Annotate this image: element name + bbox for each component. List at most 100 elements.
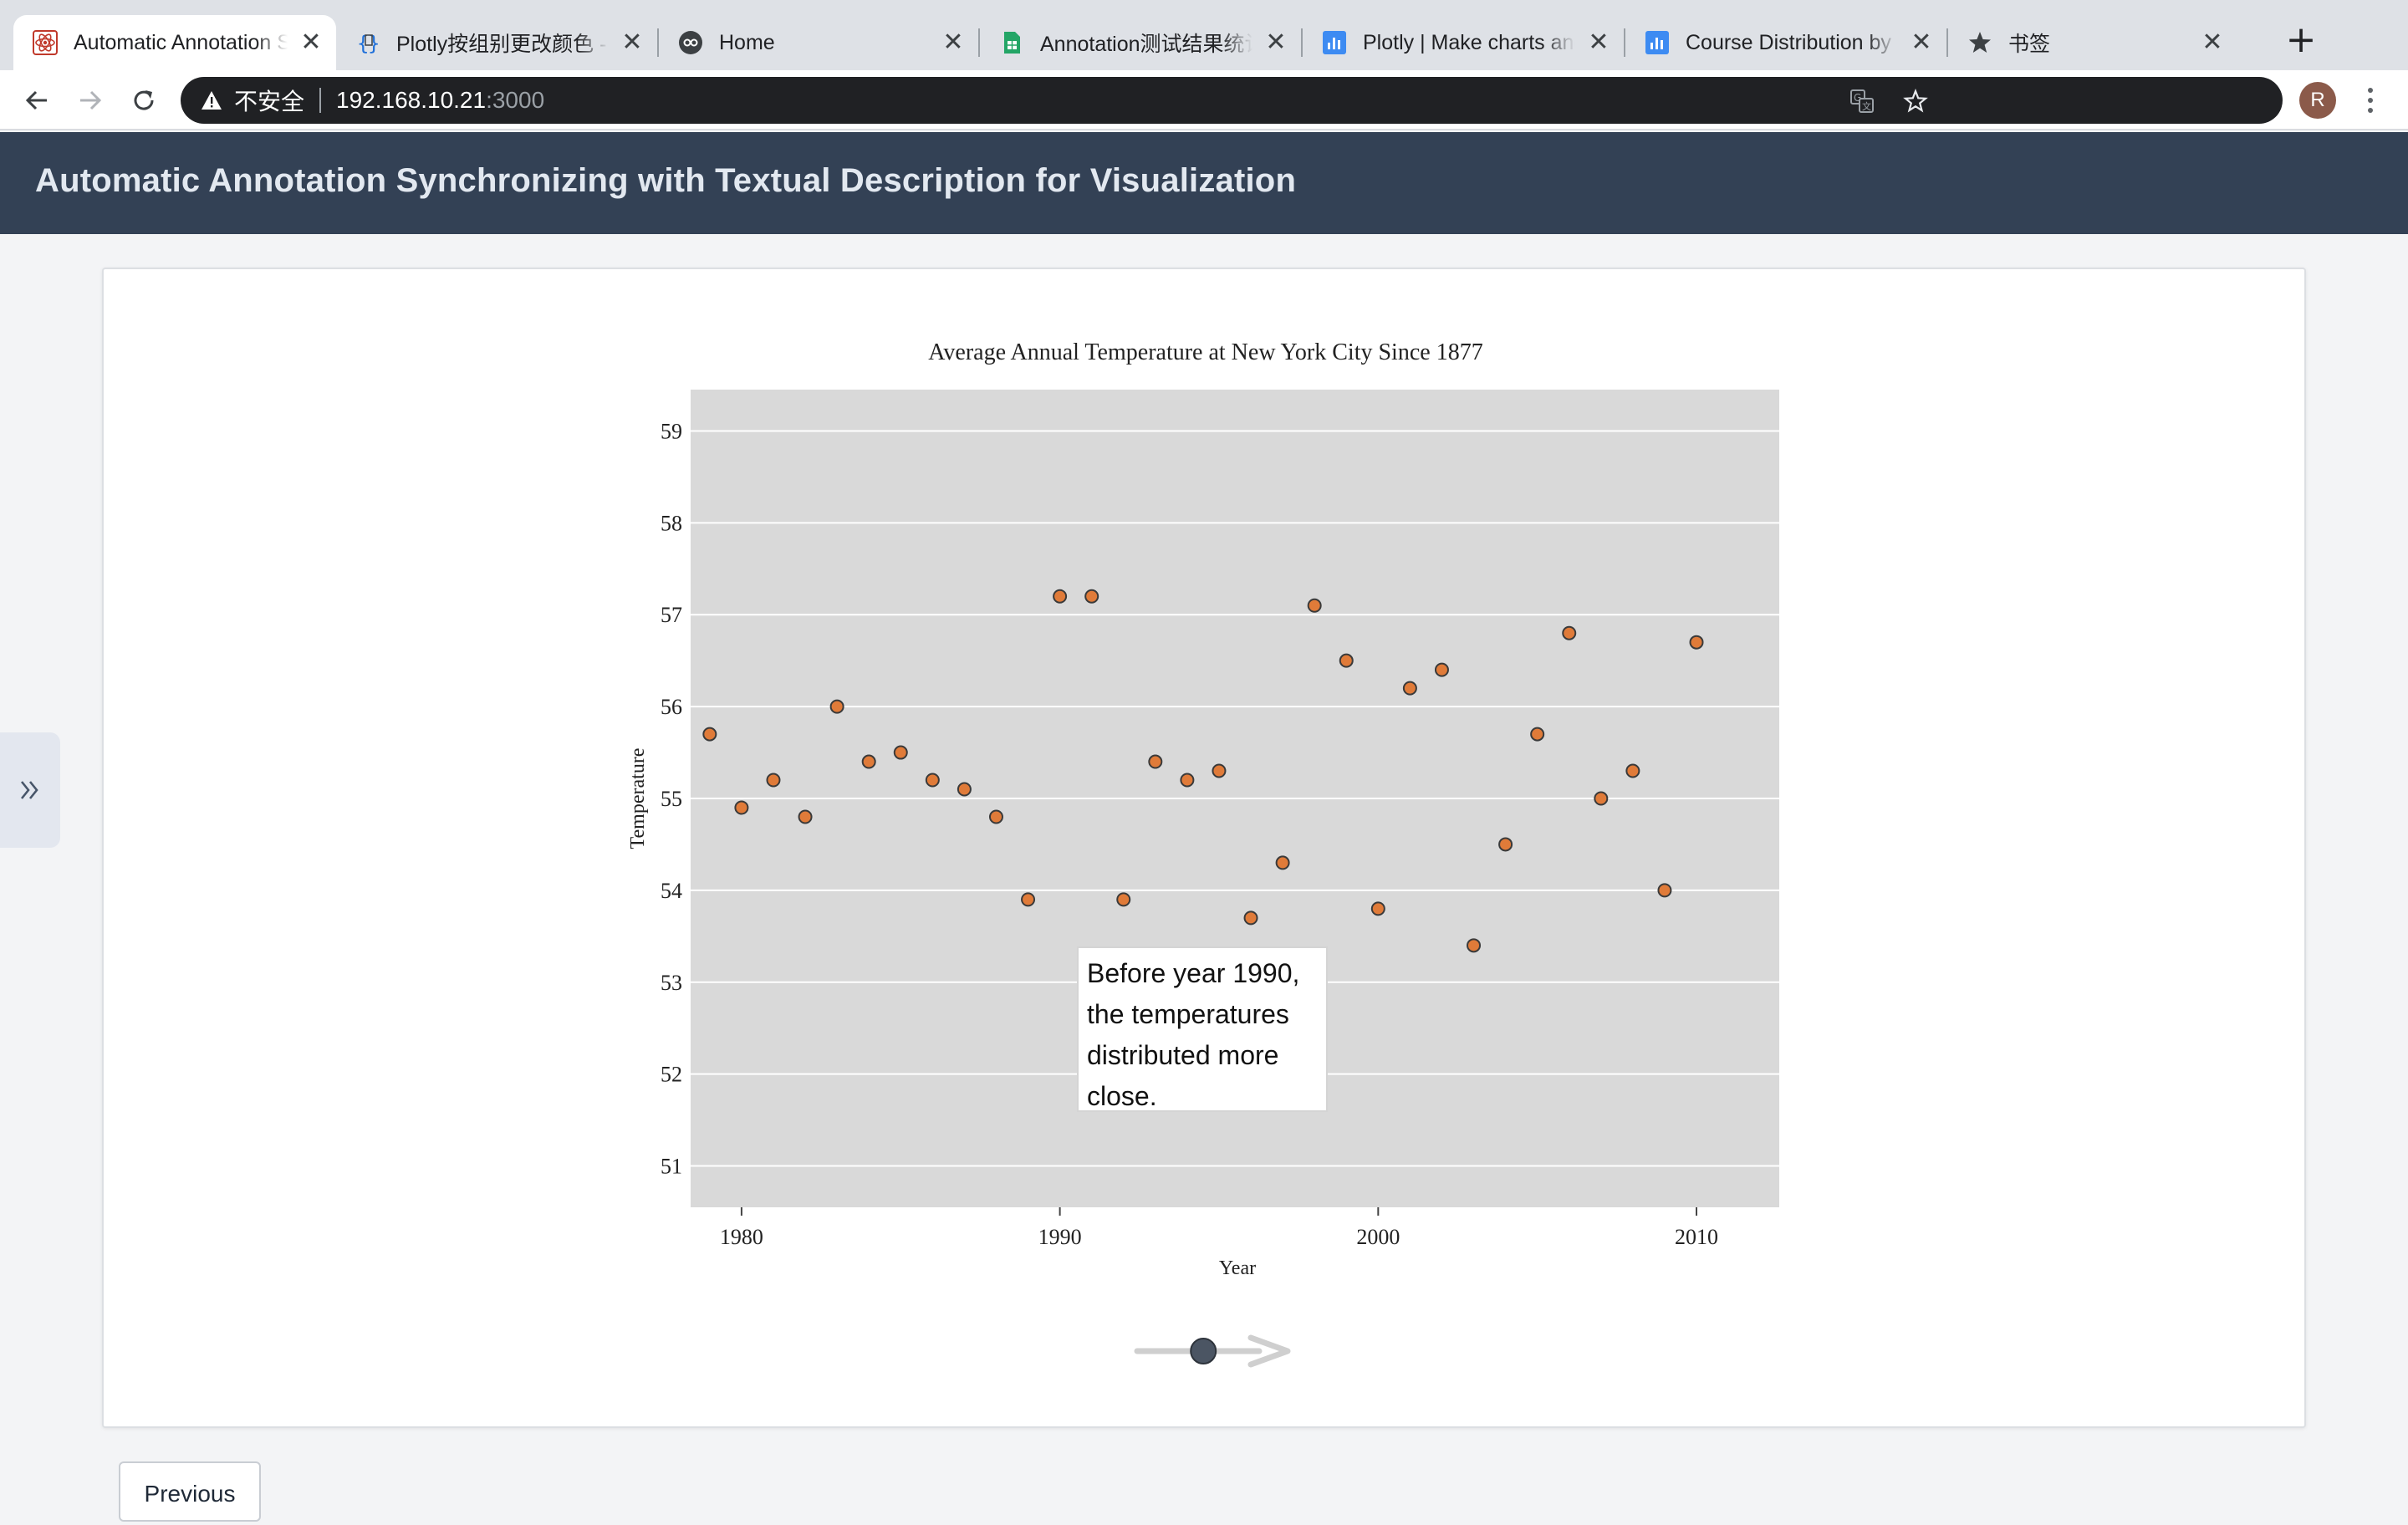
page-title: Automatic Annotation Synchronizing with …	[35, 162, 1297, 199]
forward-button[interactable]	[69, 79, 112, 122]
data-point[interactable]	[988, 809, 1003, 824]
url-port: :3000	[486, 87, 545, 113]
data-point[interactable]	[1498, 837, 1513, 852]
tab-home[interactable]: Home ✕	[659, 15, 978, 70]
close-icon[interactable]: ✕	[2201, 28, 2223, 57]
tab-title: Automatic Annotation Synchronizing	[74, 30, 288, 54]
data-point[interactable]	[1657, 883, 1672, 898]
tab-course-distribution[interactable]: Course Distribution by F ✕	[1625, 15, 1946, 70]
data-point[interactable]	[1370, 901, 1385, 916]
close-icon[interactable]: ✕	[621, 28, 643, 57]
data-point[interactable]	[925, 773, 940, 788]
slider-arrow-icon[interactable]	[1247, 1334, 1291, 1368]
tab-bookmarks[interactable]: 书签 ✕	[1948, 15, 2237, 70]
svg-text:文: 文	[1862, 100, 1871, 112]
data-point[interactable]	[1339, 653, 1354, 668]
tab-plotly-color[interactable]: {} Plotly按组别更改颜色 - ✕	[336, 15, 657, 70]
data-point[interactable]	[1148, 754, 1163, 769]
y-axis-label: Temperature	[627, 748, 649, 849]
url-host: 192.168.10.21	[336, 87, 487, 113]
sidebar-toggle-button[interactable]	[0, 732, 60, 848]
data-point[interactable]	[1467, 938, 1482, 953]
bookmark-star-icon[interactable]	[1901, 87, 1930, 115]
data-point[interactable]	[1084, 589, 1099, 604]
app-header: Automatic Annotation Synchronizing with …	[0, 132, 2408, 234]
data-point[interactable]	[829, 699, 844, 714]
previous-button[interactable]: Previous	[119, 1461, 261, 1522]
tab-title: Annotation测试结果统计	[1040, 33, 1252, 56]
x-tick-label: 1990	[1038, 1225, 1082, 1249]
close-icon[interactable]: ✕	[300, 28, 322, 57]
new-tab-button[interactable]: +	[2285, 18, 2317, 61]
avatar[interactable]: R	[2299, 82, 2336, 119]
tab-title: Course Distribution by F	[1686, 30, 1898, 54]
star-icon	[1967, 29, 1993, 56]
data-point[interactable]	[1689, 635, 1704, 650]
data-point[interactable]	[1275, 855, 1290, 870]
data-point[interactable]	[1402, 681, 1417, 696]
data-point[interactable]	[1212, 763, 1227, 778]
arrow-left-icon	[25, 90, 47, 110]
data-point[interactable]	[1180, 773, 1195, 788]
x-tick-label: 2000	[1356, 1225, 1400, 1249]
y-tick-label: 54	[661, 879, 682, 903]
tab-plotly-make-charts[interactable]: Plotly | Make charts and ✕	[1303, 15, 1624, 70]
slider-handle[interactable]	[1190, 1338, 1217, 1364]
data-point[interactable]	[861, 754, 876, 769]
x-tick-label: 2010	[1675, 1225, 1718, 1249]
data-point[interactable]	[1021, 892, 1036, 907]
data-point[interactable]	[1562, 625, 1577, 640]
tab-title: Plotly按组别更改颜色 -	[396, 33, 607, 56]
x-axis-label: Year	[1219, 1257, 1256, 1279]
data-point[interactable]	[1594, 791, 1609, 806]
warning-icon	[199, 88, 224, 113]
browser-tab-bar: Automatic Annotation Synchronizing ✕ {} …	[0, 0, 2408, 70]
data-point[interactable]	[1243, 910, 1258, 926]
data-points	[702, 589, 1704, 953]
tab-title: Home	[719, 30, 775, 54]
data-point[interactable]	[766, 773, 781, 788]
timeline-slider[interactable]	[1134, 1334, 1291, 1368]
react-atom-icon	[32, 29, 59, 56]
data-point[interactable]	[734, 800, 749, 815]
data-point[interactable]	[893, 745, 908, 760]
data-point[interactable]	[1625, 763, 1640, 778]
tab-separator	[978, 28, 980, 57]
y-tick-label: 53	[661, 971, 682, 995]
data-point[interactable]	[1307, 598, 1322, 613]
tab-separator	[657, 28, 659, 57]
google-sheets-icon	[998, 29, 1025, 56]
more-menu-button[interactable]	[2358, 82, 2383, 119]
tab-automatic-annotation[interactable]: Automatic Annotation Synchronizing ✕	[13, 15, 336, 70]
data-point[interactable]	[1530, 727, 1545, 742]
back-button[interactable]	[15, 79, 59, 122]
tab-title: Plotly | Make charts and	[1363, 30, 1575, 54]
svg-text:{: {	[357, 32, 369, 55]
chart-studio-icon	[1321, 29, 1348, 56]
y-tick-label: 58	[661, 511, 682, 535]
tab-title: 书签	[2008, 33, 2051, 56]
tab-annotation-sheet[interactable]: Annotation测试结果统计 ✕	[980, 15, 1301, 70]
svg-text:G: G	[1854, 92, 1861, 104]
svg-text:}: }	[368, 32, 380, 55]
data-point[interactable]	[957, 782, 972, 797]
y-tick-label: 51	[661, 1155, 682, 1179]
double-chevron-right-icon	[20, 781, 38, 799]
close-icon[interactable]: ✕	[942, 28, 964, 57]
close-icon[interactable]: ✕	[1265, 28, 1287, 57]
y-tick-label: 57	[661, 603, 682, 627]
annotation-text: Before year 1990, the temperatures distr…	[1087, 958, 1300, 1111]
tab-separator	[1624, 28, 1625, 57]
data-point[interactable]	[702, 727, 717, 742]
close-icon[interactable]: ✕	[1588, 28, 1610, 57]
close-icon[interactable]: ✕	[1911, 28, 1932, 57]
tab-separator	[1301, 28, 1303, 57]
data-point[interactable]	[798, 809, 813, 824]
data-point[interactable]	[1434, 662, 1449, 677]
reload-button[interactable]	[122, 79, 166, 122]
data-point[interactable]	[1116, 892, 1131, 907]
data-point[interactable]	[1053, 589, 1068, 604]
